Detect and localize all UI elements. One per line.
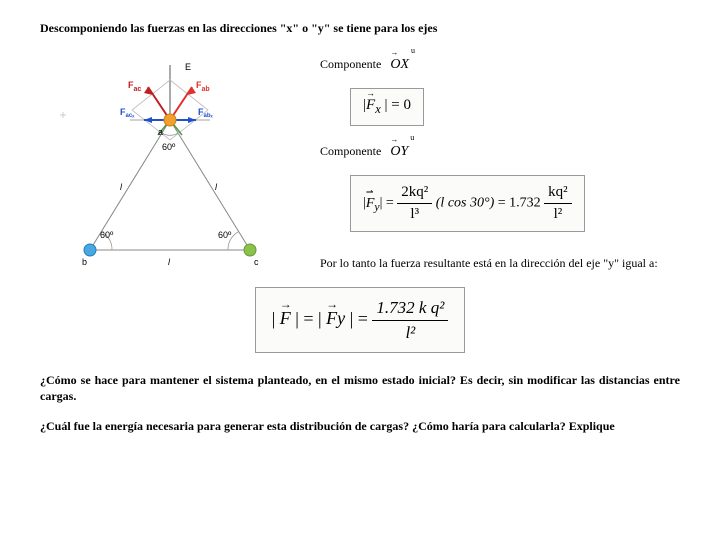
force-fabx: Fabₓ [198, 107, 214, 119]
component-x-label: Componente →uOX [320, 55, 680, 75]
charge-c-label: c [254, 257, 259, 267]
angle-left: 60º [100, 230, 114, 240]
final-equation: | →F | = | →Fy | = 1.732 k q²l² [255, 287, 466, 354]
angle-top: 60º [162, 142, 176, 152]
comp-y-text: Componente [320, 144, 381, 158]
final-equation-row: | →F | = | →Fy | = 1.732 k q²l² [40, 287, 680, 354]
side-l2: l [215, 182, 218, 192]
result-text: Por lo tanto la fuerza resultante está e… [320, 254, 680, 272]
side-l1: l [120, 182, 123, 192]
force-diagram: E a [40, 55, 300, 275]
axis-e-label: E [185, 62, 191, 72]
header-text: Descomponiendo las fuerzas en las direcc… [40, 20, 680, 37]
charge-a-label: a [158, 127, 163, 137]
force-fac: Fac [128, 80, 141, 93]
axis-oy: →uOY [390, 142, 408, 162]
equations-column: Componente →uOX |→Fx | = 0 Componente →u… [320, 55, 680, 275]
diagram-column: E a [40, 55, 300, 275]
side-l3: l [168, 257, 171, 267]
question-1: ¿Cómo se hace para mantener el sistema p… [40, 373, 680, 404]
main-content-row: E a [40, 55, 680, 275]
question-2: ¿Cuál fue la energía necesaria para gene… [40, 419, 680, 435]
equation-fy: |⇀Fy| = 2kq²l³ (l cos 30°) = 1.732 kq²l² [350, 175, 585, 232]
component-y-label: Componente →uOY [320, 142, 680, 162]
angle-right: 60º [218, 230, 232, 240]
force-fab: Fab [196, 80, 210, 93]
comp-x-text: Componente [320, 57, 381, 71]
axis-ox: →uOX [390, 55, 409, 75]
equation-fx: |→Fx | = 0 [350, 88, 424, 126]
charge-b-label: b [82, 257, 87, 267]
